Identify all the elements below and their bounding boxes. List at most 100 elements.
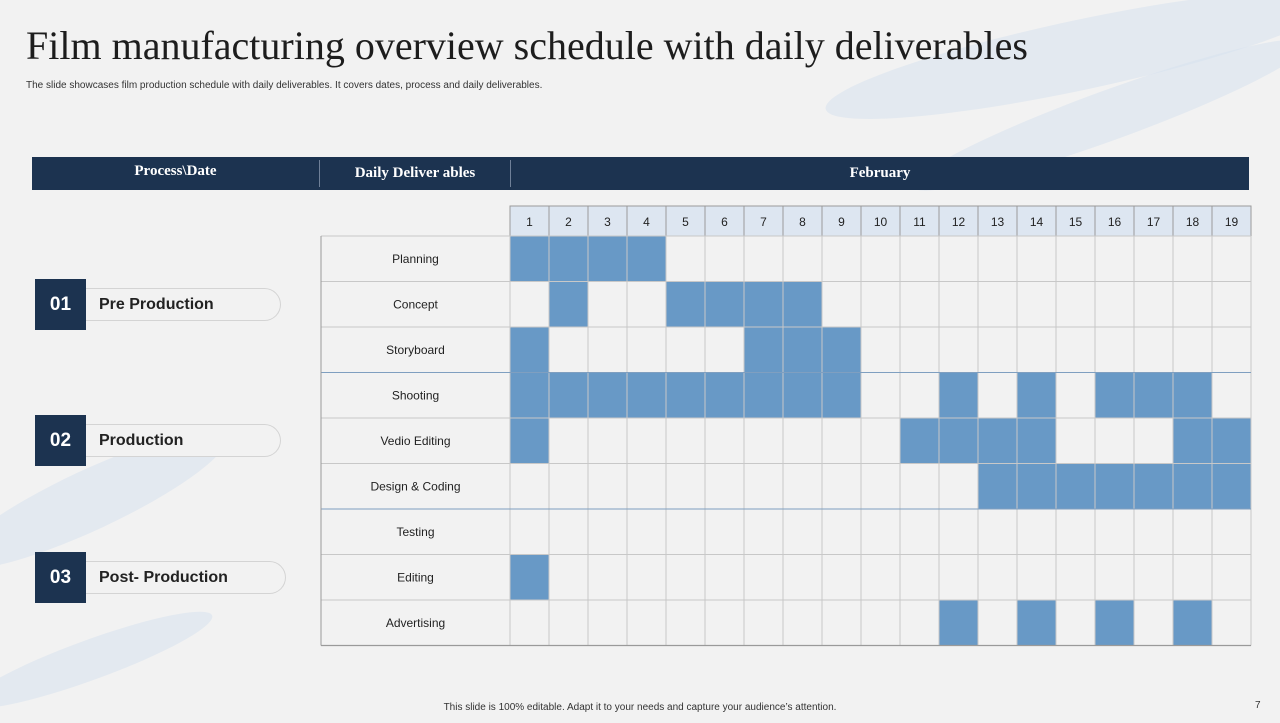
schedule-bar-cell: [627, 372, 666, 418]
day-tick-label: 9: [838, 215, 845, 229]
month-header: February: [849, 165, 911, 181]
day-tick-label: 17: [1147, 215, 1161, 229]
phase-number-badge: 02: [35, 415, 86, 466]
day-header-cell: [938, 205, 979, 237]
day-header-cell: [782, 205, 823, 237]
schedule-bar-cell: [510, 554, 549, 600]
schedule-bar-cell: [1017, 600, 1056, 646]
schedule-bar-cell: [549, 281, 588, 327]
process-date-header: Process\Date: [134, 163, 217, 179]
phase-label-pill: Post- Production: [86, 561, 286, 594]
schedule-bar-cell: [588, 372, 627, 418]
schedule-bar-cell: [1095, 372, 1134, 418]
day-header-cell: [665, 205, 706, 237]
task-label: Design & Coding: [370, 479, 460, 493]
schedule-bar-cell: [666, 281, 705, 327]
schedule-bar-cell: [510, 327, 549, 373]
schedule-bar-cell: [627, 236, 666, 282]
schedule-bar-cell: [666, 372, 705, 418]
schedule-bar-cell: [939, 418, 978, 464]
schedule-bar-cell: [1173, 463, 1212, 509]
slide-subtitle: The slide showcases film production sche…: [26, 80, 543, 91]
day-tick-label: 15: [1069, 215, 1083, 229]
day-tick-label: 3: [604, 215, 611, 229]
schedule-bar-cell: [939, 600, 978, 646]
schedule-bar-cell: [705, 372, 744, 418]
day-header-cell: [1055, 205, 1096, 237]
schedule-bar-cell: [783, 372, 822, 418]
task-label: Planning: [392, 252, 439, 266]
day-header-cell: [704, 205, 745, 237]
day-header-cell: [626, 205, 667, 237]
schedule-bar-cell: [510, 372, 549, 418]
day-tick-label: 2: [565, 215, 572, 229]
schedule-bar-cell: [1017, 463, 1056, 509]
day-header-cell: [1016, 205, 1057, 237]
schedule-bar-cell: [1017, 418, 1056, 464]
day-tick-label: 14: [1030, 215, 1044, 229]
day-header-cell: [1094, 205, 1135, 237]
task-label: Concept: [393, 297, 438, 311]
schedule-bar-cell: [939, 372, 978, 418]
day-tick-label: 8: [799, 215, 806, 229]
day-tick-label: 16: [1108, 215, 1122, 229]
daily-deliverables-header: Daily Deliver ables: [354, 165, 476, 181]
schedule-bar-cell: [1173, 372, 1212, 418]
day-tick-label: 13: [991, 215, 1005, 229]
task-label: Advertising: [386, 616, 445, 630]
day-tick-label: 12: [952, 215, 966, 229]
day-header-cell: [548, 205, 589, 237]
day-tick-label: 7: [760, 215, 767, 229]
schedule-bar-cell: [744, 372, 783, 418]
day-tick-label: 11: [913, 215, 926, 229]
phase-label: Pre Production: [99, 295, 214, 313]
schedule-bar-cell: [783, 327, 822, 373]
schedule-bar-cell: [1095, 463, 1134, 509]
schedule-header-bar: Process\Date Daily Deliver ables Februar…: [32, 157, 1249, 190]
header-divider: [319, 160, 320, 187]
day-tick-label: 6: [721, 215, 728, 229]
phase-number-badge: 01: [35, 279, 86, 330]
schedule-bar-cell: [549, 236, 588, 282]
schedule-bar-cell: [1173, 418, 1212, 464]
schedule-bar-cell: [1173, 600, 1212, 646]
schedule-bar-cell: [822, 327, 861, 373]
phase-number-badge: 03: [35, 552, 86, 603]
schedule-bar-cell: [549, 372, 588, 418]
footer-note: This slide is 100% editable. Adapt it to…: [443, 702, 837, 713]
schedule-bar-cell: [588, 236, 627, 282]
day-header-cell: [1211, 205, 1252, 237]
schedule-bar-cell: [510, 418, 549, 464]
day-tick-label: 4: [643, 215, 650, 229]
slide-title: Film manufacturing overview schedule wit…: [26, 23, 1028, 68]
day-tick-label: 1: [526, 215, 533, 229]
schedule-bar-cell: [978, 463, 1017, 509]
phase-label: Production: [99, 431, 184, 449]
schedule-bar-cell: [1056, 463, 1095, 509]
day-tick-label: 5: [682, 215, 689, 229]
schedule-bar-cell: [744, 327, 783, 373]
schedule-bar-cell: [1212, 463, 1251, 509]
schedule-bar-cell: [900, 418, 939, 464]
task-label: Shooting: [392, 388, 439, 402]
task-label: Editing: [397, 570, 434, 584]
day-header-cell: [821, 205, 862, 237]
schedule-bar-cell: [510, 236, 549, 282]
schedule-bar-cell: [1212, 418, 1251, 464]
schedule-bar-cell: [705, 281, 744, 327]
schedule-bar-cell: [1095, 600, 1134, 646]
task-label: Vedio Editing: [380, 434, 450, 448]
day-header-cell: [743, 205, 784, 237]
day-header-cell: [509, 205, 550, 237]
day-tick-label: 19: [1225, 215, 1239, 229]
schedule-bar-cell: [1134, 372, 1173, 418]
phase-label-pill: Pre Production: [86, 288, 281, 321]
day-header-cell: [1172, 205, 1213, 237]
schedule-bar-cell: [783, 281, 822, 327]
day-header-cell: [899, 205, 940, 237]
phase-label-pill: Production: [86, 424, 281, 457]
page-number: 7: [1255, 700, 1261, 711]
schedule-bar-cell: [978, 418, 1017, 464]
task-label: Storyboard: [386, 343, 445, 357]
